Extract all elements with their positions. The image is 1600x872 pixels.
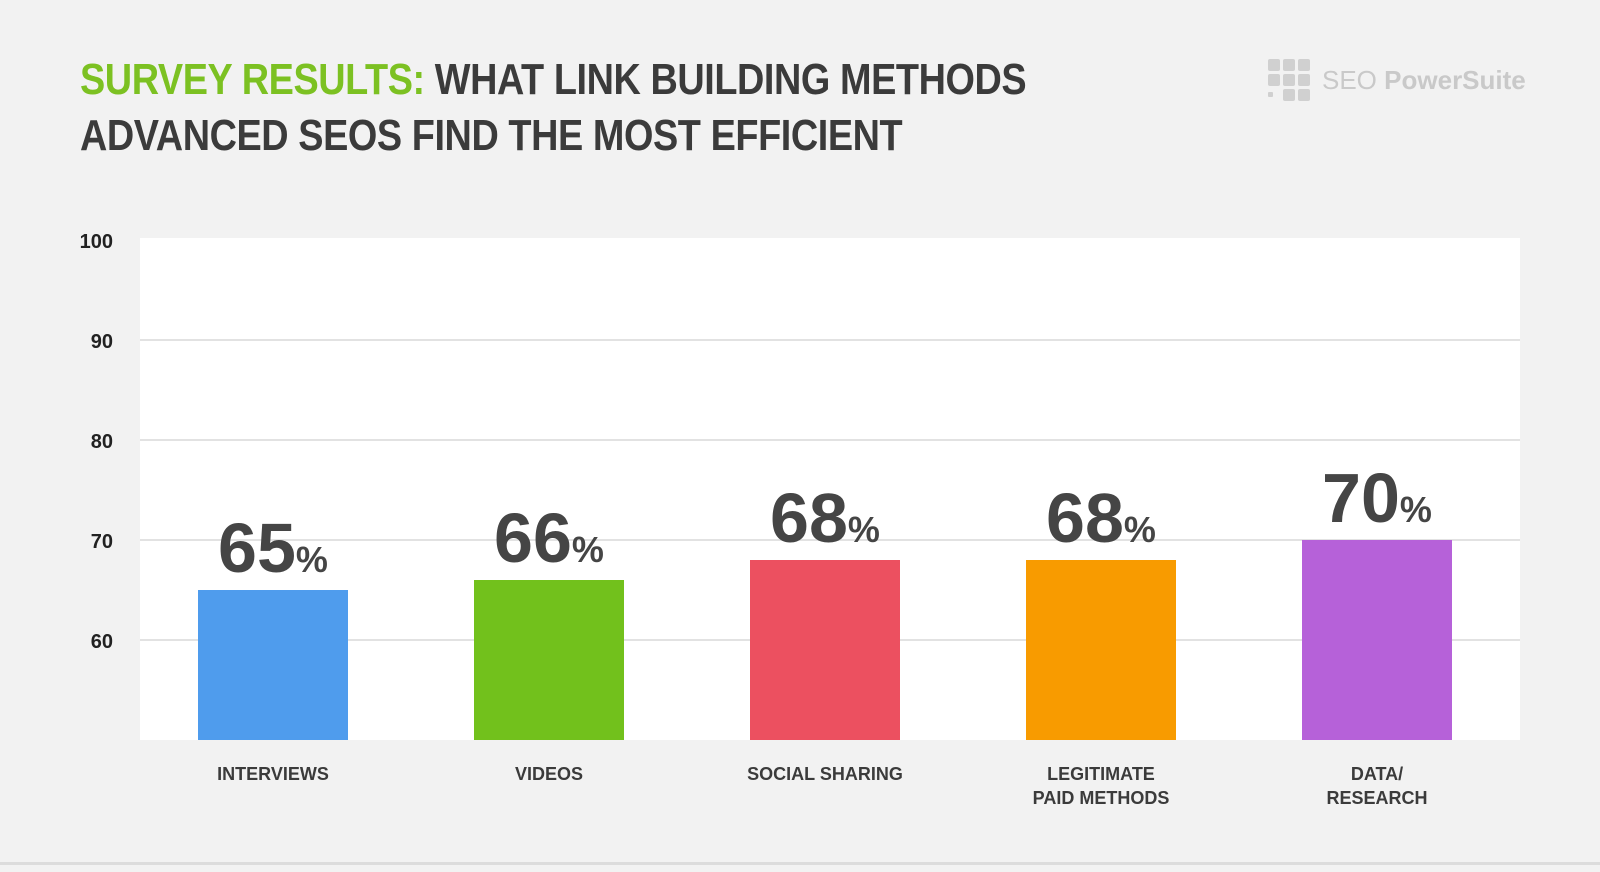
x-tick-label-line: SOCIAL SHARING: [747, 764, 903, 784]
x-tick-label-line: RESEARCH: [1326, 788, 1427, 808]
data-label-value: 68: [1046, 479, 1124, 557]
y-tick-label: 80: [91, 431, 113, 453]
data-label-value: 65: [218, 509, 296, 587]
data-label-unit: %: [1124, 509, 1156, 550]
brand-logo: SEO PowerSuite: [1268, 58, 1526, 102]
x-tick-label-line: LEGITIMATE: [1047, 764, 1155, 784]
data-label-value: 70: [1322, 459, 1400, 537]
x-tick-label: VIDEOS: [515, 764, 583, 784]
bottom-divider: [0, 862, 1600, 865]
logo-brand: PowerSuite: [1384, 64, 1526, 95]
x-tick-label-line: VIDEOS: [515, 764, 583, 784]
x-tick-label: LEGITIMATE PAID METHODS: [1033, 764, 1170, 808]
x-tick-label-line: DATA/: [1351, 764, 1403, 784]
page-title: SURVEY RESULTS: WHAT LINK BUILDING METHO…: [80, 52, 1069, 164]
y-tick-label: 100: [80, 231, 113, 253]
data-label-value: 68: [770, 479, 848, 557]
data-label-unit: %: [848, 509, 880, 550]
data-label: 65%: [218, 509, 328, 587]
bar: [1026, 560, 1176, 740]
x-tick-label: INTERVIEWS: [217, 764, 329, 784]
logo-text: SEO PowerSuite: [1322, 65, 1526, 96]
x-tick-label-line: INTERVIEWS: [217, 764, 329, 784]
data-label: 66%: [494, 499, 604, 577]
title-line-1-text: WHAT LINK BUILDING METHODS: [424, 55, 1027, 104]
data-label-unit: %: [296, 539, 328, 580]
title-line-1: SURVEY RESULTS: WHAT LINK BUILDING METHO…: [80, 52, 1069, 108]
data-label-value: 66: [494, 499, 572, 577]
y-tick-label: 70: [91, 531, 113, 553]
y-tick-label: 60: [91, 631, 113, 653]
title-accent: SURVEY RESULTS:: [80, 55, 425, 104]
data-label: 70%: [1322, 459, 1432, 537]
data-label: 68%: [770, 479, 880, 557]
data-label-unit: %: [1400, 489, 1432, 530]
bar: [1302, 540, 1452, 740]
data-label-unit: %: [572, 529, 604, 570]
x-tick-label-line: PAID METHODS: [1033, 788, 1170, 808]
bar: [198, 590, 348, 740]
bar: [750, 560, 900, 740]
x-tick-label: DATA/RESEARCH: [1326, 764, 1427, 808]
bar: [474, 580, 624, 740]
y-tick-label: 90: [91, 331, 113, 353]
title-line-2: ADVANCED SEOS FIND THE MOST EFFICIENT: [80, 111, 903, 160]
grid-logo-icon: [1268, 59, 1310, 101]
x-tick-label: SOCIAL SHARING: [747, 764, 903, 784]
data-label: 68%: [1046, 479, 1156, 557]
logo-name: SEO: [1322, 64, 1377, 95]
